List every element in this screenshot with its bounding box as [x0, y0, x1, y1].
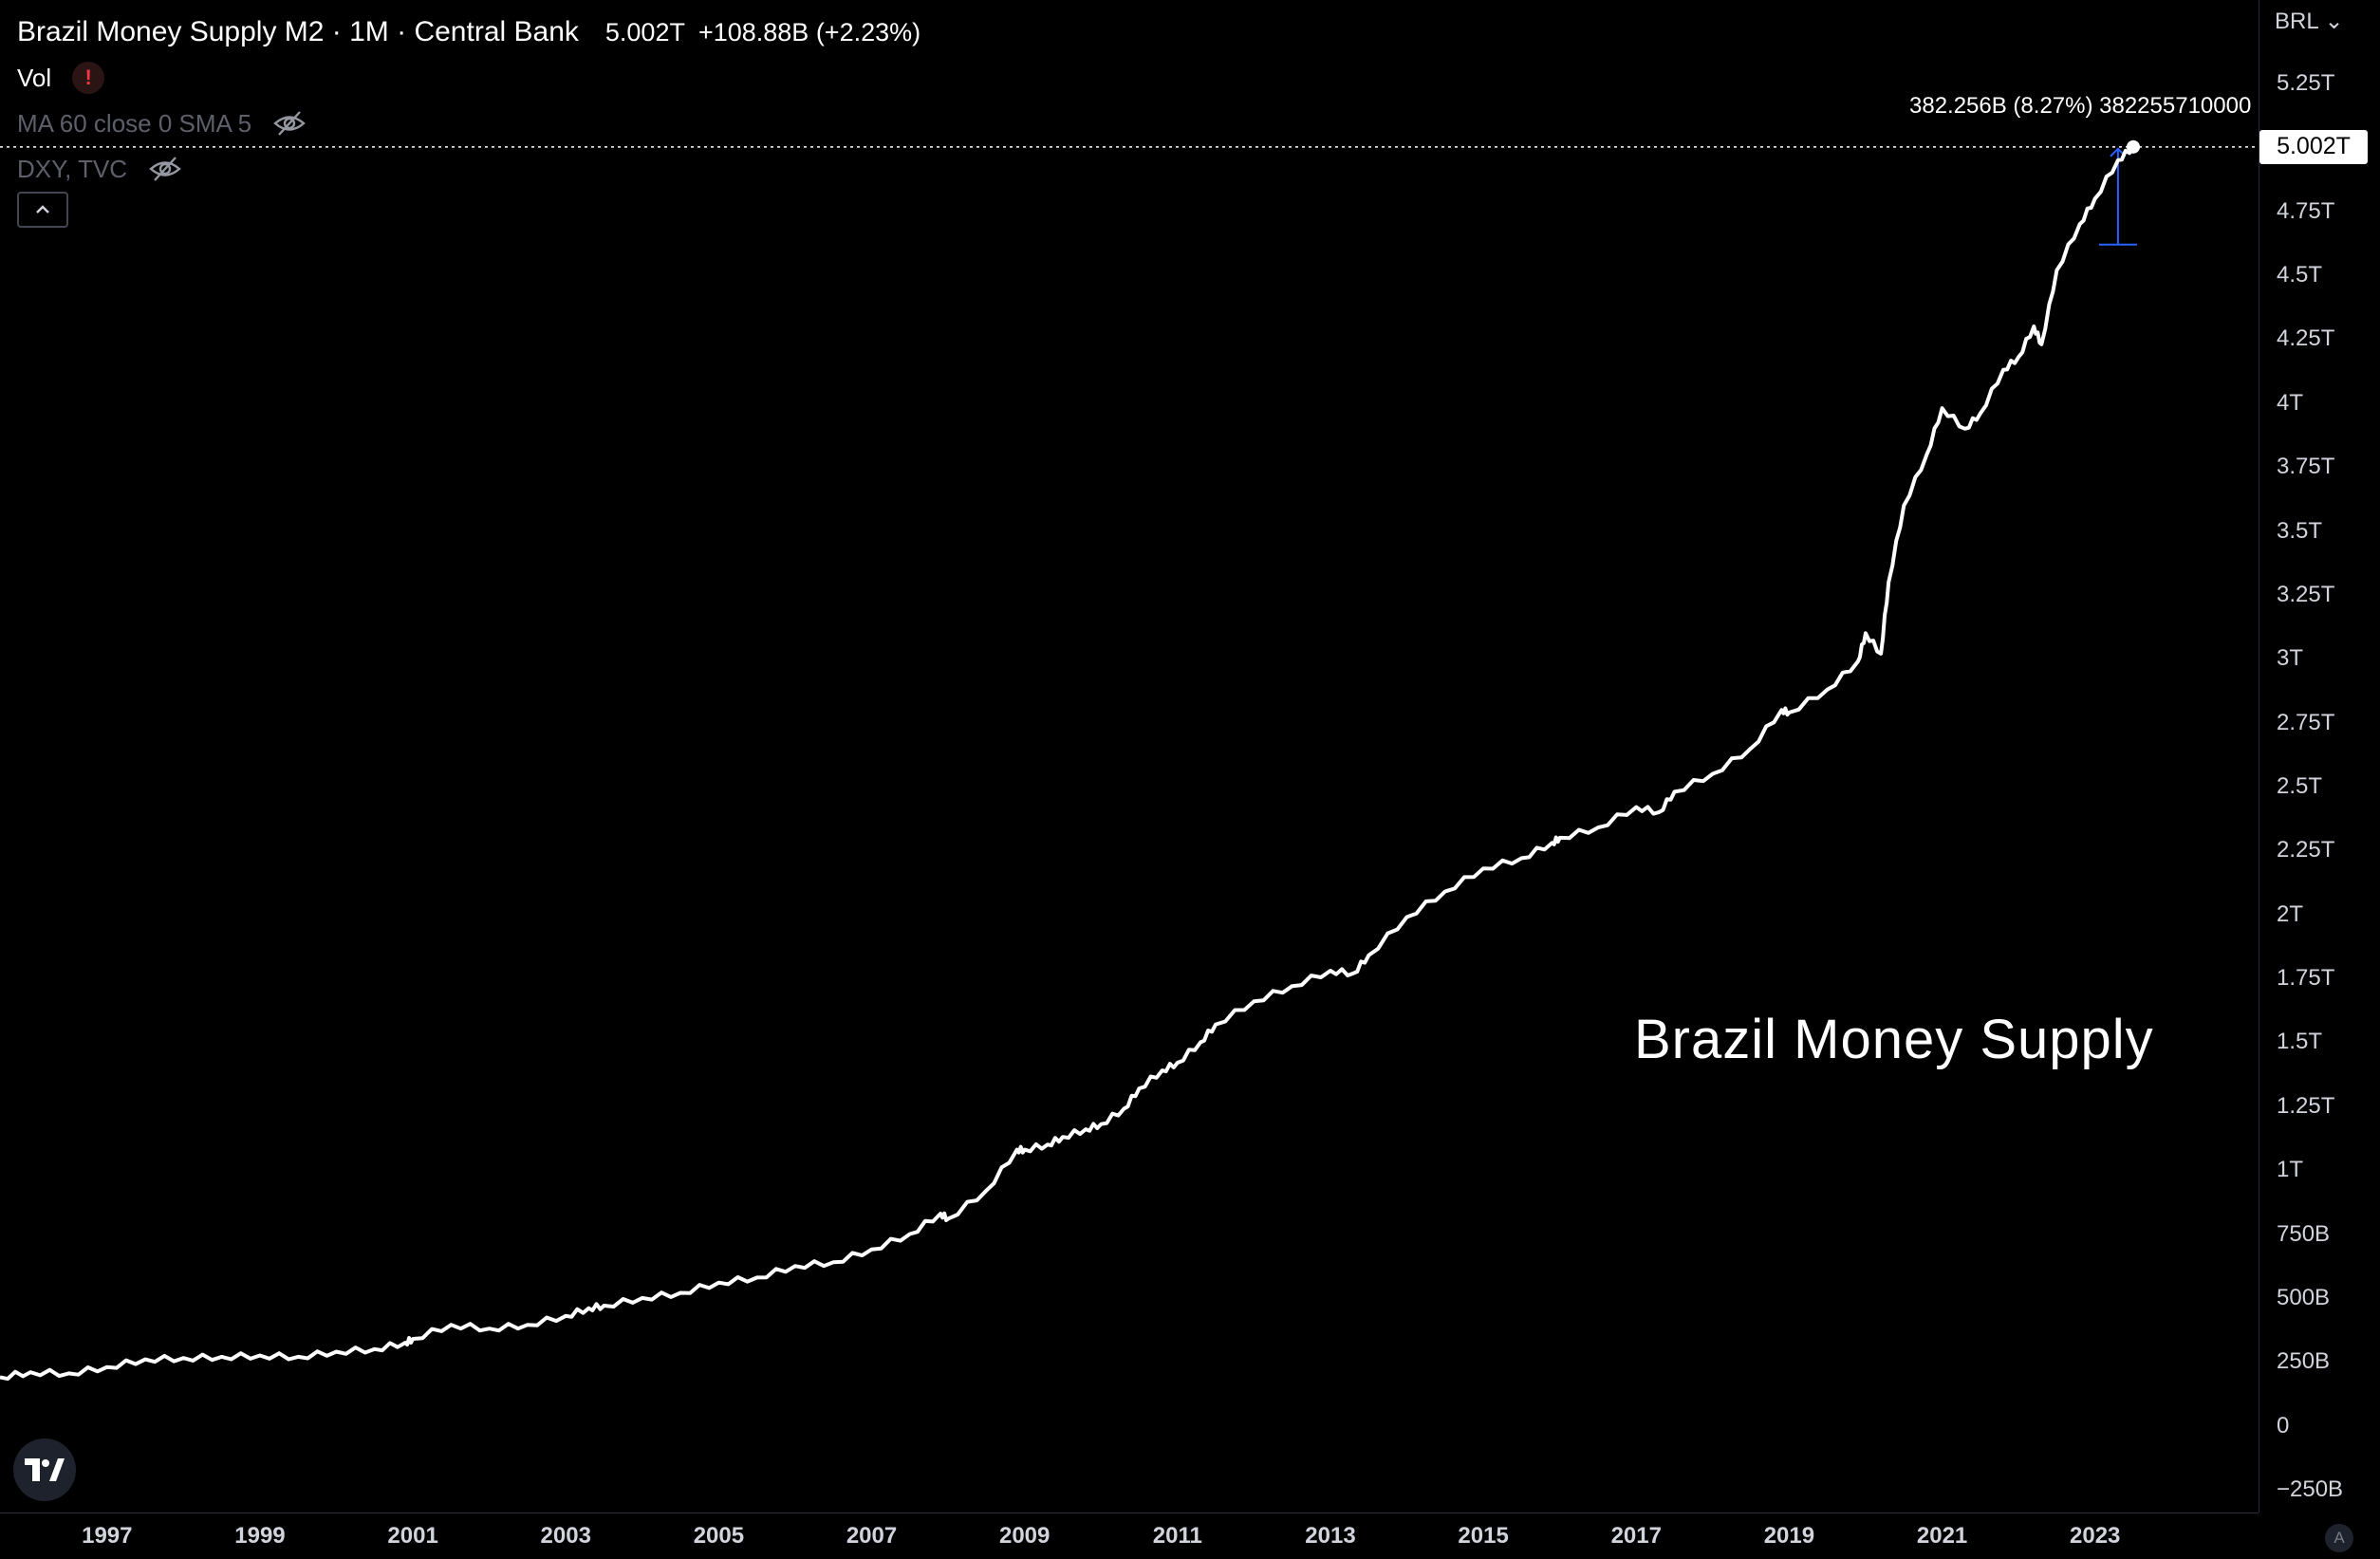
price-axis-tick: 2T [2277, 900, 2304, 927]
symbol-row[interactable]: Brazil Money Supply M2 · 1M · Central Ba… [17, 9, 920, 55]
currency-label: BRL [2275, 9, 2318, 34]
chart-annotation[interactable]: Brazil Money Supply [1634, 1009, 2154, 1070]
time-axis-tick: 2001 [387, 1523, 438, 1549]
time-axis-tick: 2021 [1916, 1523, 1968, 1549]
price-axis-tick: 1.75T [2277, 965, 2335, 992]
time-axis-tick: 2007 [846, 1523, 898, 1549]
eye-off-icon[interactable] [148, 156, 182, 182]
price-axis-tick: 3.5T [2277, 517, 2323, 544]
price-axis-tick: 5.25T [2277, 70, 2335, 96]
price-axis-tick: −250B [2277, 1476, 2344, 1502]
price-axis-tick: 1.5T [2277, 1029, 2323, 1055]
collapse-legend-button[interactable] [17, 192, 68, 228]
time-axis[interactable]: 1997 1999 2001 2003 2005 2007 2009 2011 2013 2015… [0, 1513, 2259, 1559]
price-axis-tick: 3.25T [2277, 581, 2335, 607]
indicator-row-vol[interactable]: Vol ! [17, 55, 920, 101]
time-axis-tick: 2019 [1763, 1523, 1815, 1549]
time-axis-tick: 2005 [693, 1523, 745, 1549]
exclamation-icon[interactable]: ! [72, 62, 105, 94]
time-axis-tick: 2023 [2070, 1523, 2121, 1549]
chevron-down-icon: ⌄ [2324, 9, 2344, 34]
time-axis-tick: 2009 [998, 1523, 1051, 1549]
auto-scale-button[interactable]: A [2325, 1524, 2353, 1552]
price-axis-tick: 250B [2277, 1348, 2331, 1375]
price-axis-tick: 4.5T [2277, 262, 2323, 288]
change-value: +108.88B (+2.23%) [697, 17, 921, 46]
price-axis-tick: 0 [2277, 1412, 2290, 1438]
price-axis[interactable]: BRL ⌄ 5.002T 5.25T 4.75T 4.5T 4.25T 4T 3.75T 3… [2259, 0, 2380, 1513]
indicator-label-dxy[interactable]: DXY, TVC [17, 154, 128, 183]
tradingview-logo-glyph [25, 1458, 65, 1481]
eye-off-icon[interactable] [272, 110, 307, 137]
time-axis-tick: 2017 [1610, 1523, 1662, 1549]
time-axis-tick: 1997 [82, 1523, 133, 1549]
price-chart[interactable] [0, 0, 2259, 1513]
price-axis-tick: 4.75T [2277, 197, 2335, 224]
price-axis-tick: 1.25T [2277, 1092, 2335, 1119]
chart-legend: Brazil Money Supply M2 · 1M · Central Ba… [17, 9, 920, 192]
indicator-label-ma[interactable]: MA 60 close 0 SMA 5 [17, 108, 252, 138]
price-axis-tick: 500B [2277, 1284, 2331, 1310]
last-point-marker [2127, 139, 2140, 154]
last-price-tag: 5.002T [2259, 129, 2368, 164]
indicator-row-ma[interactable]: MA 60 close 0 SMA 5 [17, 101, 920, 146]
time-axis-tick: 2015 [1458, 1523, 1509, 1549]
time-axis-tick: 1999 [234, 1523, 286, 1549]
chevron-up-icon [36, 205, 49, 213]
symbol-title[interactable]: Brazil Money Supply M2 · 1M · Central Ba… [17, 16, 579, 47]
time-axis-tick: 2003 [540, 1523, 591, 1549]
time-axis-tick: 2011 [1152, 1523, 1202, 1549]
m2-series-line [0, 145, 2135, 1382]
price-axis-tick: 750B [2277, 1220, 2331, 1247]
price-axis-tick: 4T [2277, 389, 2304, 416]
price-axis-tick: 1T [2277, 1157, 2304, 1183]
price-axis-tick: 2.25T [2277, 837, 2335, 863]
tradingview-logo-icon[interactable] [13, 1438, 76, 1501]
price-axis-tick: 3.75T [2277, 454, 2335, 480]
last-value: 5.002T [604, 17, 685, 46]
price-axis-tick: 2.5T [2277, 773, 2323, 799]
price-axis-tick: 3T [2277, 645, 2304, 672]
currency-selector[interactable]: BRL ⌄ [2275, 8, 2344, 35]
measure-label: 382.256B (8.27%) 382255710000 [1909, 93, 2252, 119]
time-axis-tick: 2013 [1305, 1523, 1356, 1549]
indicator-label-vol[interactable]: Vol [17, 63, 52, 92]
price-axis-tick: 4.25T [2277, 325, 2335, 352]
indicator-row-dxy[interactable]: DXY, TVC [17, 146, 920, 192]
price-axis-tick: 2.75T [2277, 709, 2335, 735]
